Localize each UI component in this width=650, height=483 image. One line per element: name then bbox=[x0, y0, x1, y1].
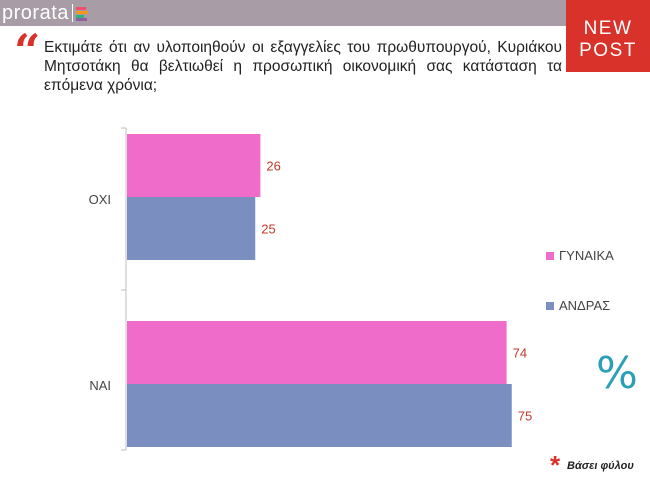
quote-mark-icon: “ bbox=[14, 24, 41, 78]
data-label: 25 bbox=[261, 222, 275, 237]
badge-line-1: NEW bbox=[583, 18, 633, 39]
legend-swatch-women bbox=[546, 251, 554, 260]
percent-icon: % bbox=[596, 348, 638, 399]
footnote-text: Βάσει φύλου bbox=[567, 460, 634, 472]
new-post-badge[interactable]: NEW POST bbox=[566, 0, 650, 72]
category-label: ΝΑΙ bbox=[89, 378, 111, 393]
legend-item-women: ΓΥΝΑΙΚΑ bbox=[546, 248, 614, 263]
logo-divider bbox=[71, 4, 73, 22]
legend-label-men: ΑΝΔΡΑΣ bbox=[559, 298, 611, 313]
bar bbox=[127, 134, 261, 197]
legend-item-men: ΑΝΔΡΑΣ bbox=[546, 298, 610, 313]
logo-mark-icon bbox=[75, 5, 90, 21]
top-bar bbox=[0, 0, 650, 26]
badge-line-2: POST bbox=[579, 40, 637, 61]
data-label: 26 bbox=[266, 159, 280, 174]
data-label: 75 bbox=[518, 409, 532, 424]
legend-swatch-men bbox=[546, 301, 554, 310]
data-label: 74 bbox=[513, 346, 527, 361]
legend-label-women: ΓΥΝΑΙΚΑ bbox=[559, 248, 614, 263]
bar bbox=[127, 321, 507, 384]
question-text: Εκτιμάτε ότι αν υλοποιηθούν οι εξαγγελίε… bbox=[44, 39, 562, 94]
bar bbox=[127, 197, 256, 260]
logo-text: prorata bbox=[2, 2, 69, 24]
bar bbox=[127, 384, 512, 447]
logo[interactable]: prorata bbox=[0, 0, 90, 26]
category-label: ΟΧΙ bbox=[89, 192, 111, 207]
asterisk-icon: * bbox=[550, 450, 561, 480]
